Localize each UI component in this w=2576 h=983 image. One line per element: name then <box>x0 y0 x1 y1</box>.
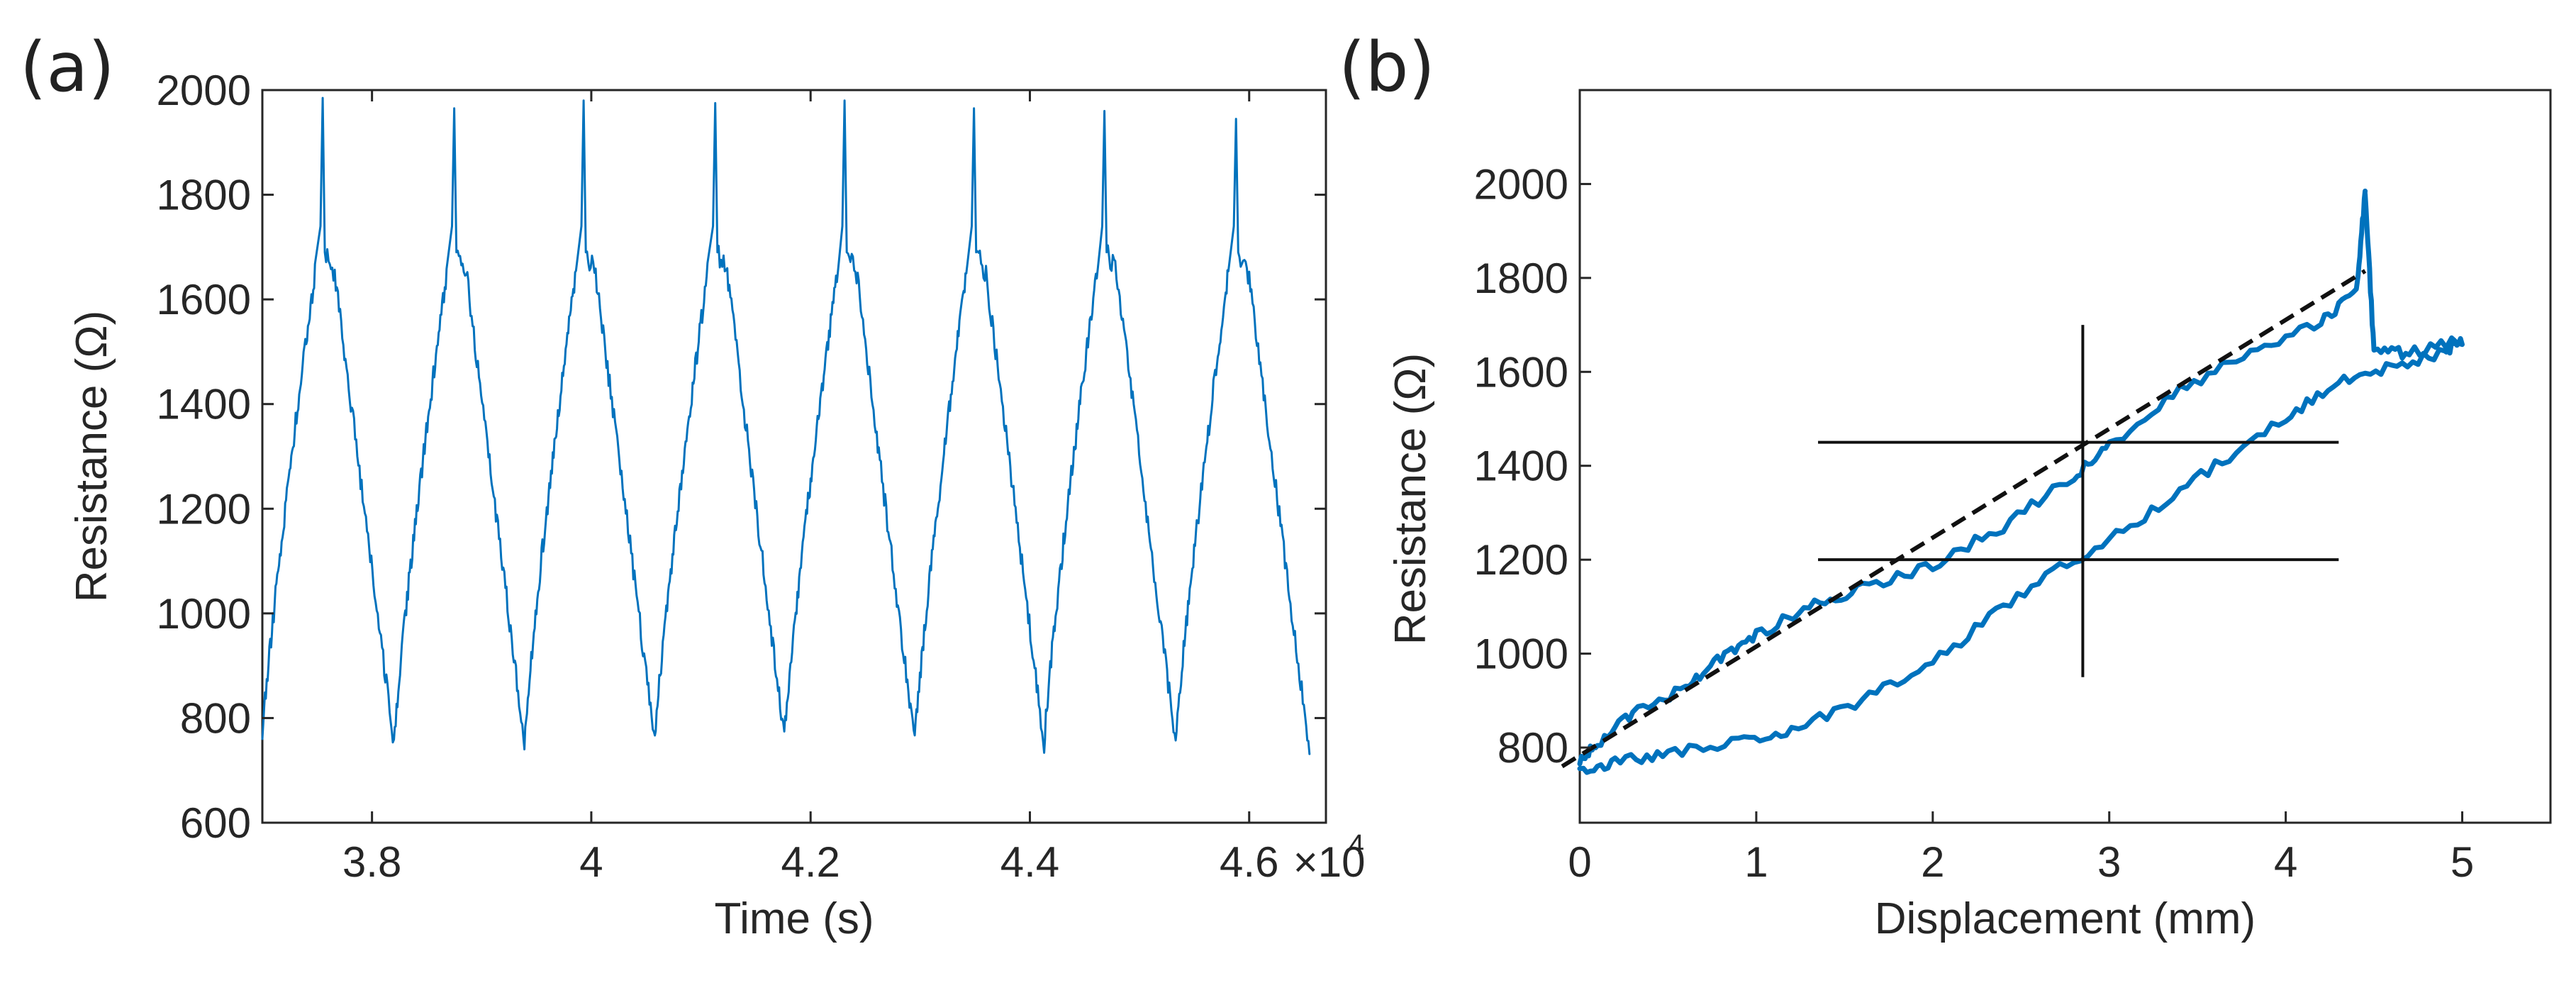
panel-a-x-tick-label: 3.8 <box>342 838 401 886</box>
panel-b-y-tick-label: 800 <box>1498 724 1568 772</box>
panel-a-y-tick-label: 1400 <box>157 381 251 428</box>
panel-a-y-tick-label: 1800 <box>157 172 251 219</box>
panel-b-x-ticks: 0 1 2 3 4 5 <box>1568 811 2474 886</box>
panel-b-y-tick-label: 1400 <box>1474 443 1568 490</box>
panel-b-x-tick-label: 2 <box>1921 838 1944 886</box>
panel-a-axes-frame <box>261 89 1327 824</box>
panel-a-x-exponent-multiplier: ×10 <box>1293 838 1366 886</box>
panel-a-y-axis-label: Resistance (Ω) <box>67 311 116 603</box>
panel-b-x-tick-label: 4 <box>2274 838 2297 886</box>
panel-a-x-ticks: 3.8 4 4.2 4.4 4.6 <box>342 90 1278 886</box>
panel-b-y-tick-label: 1200 <box>1474 536 1568 584</box>
panel-a-y-tick-label: 1000 <box>157 590 251 638</box>
panel-b-x-tick-label: 3 <box>2097 838 2121 886</box>
panel-b-linear-fit-line <box>1561 269 2367 769</box>
panel-a-y-tick-label: 1200 <box>157 485 251 533</box>
panel-a-y-tick-label: 600 <box>180 799 251 847</box>
panel-b-x-tick-label: 5 <box>2450 838 2474 886</box>
panel-b-chart: 0 1 2 3 4 5 800 1000 1200 1400 1600 1800 2000 Displ… <box>1386 89 2552 943</box>
panel-b-y-tick-label: 1000 <box>1474 631 1568 678</box>
panel-b-x-axis-label: Displacement (mm) <box>1875 894 2256 943</box>
panel-a-y-tick-label: 1600 <box>157 276 251 323</box>
panel-a-y-tick-label: 2000 <box>157 67 251 114</box>
panel-b-axes-frame <box>1578 89 2552 824</box>
panel-b-y-axis-label: Resistance (Ω) <box>1386 353 1435 645</box>
panel-a-chart: 3.8 4 4.2 4.4 4.6 600 800 1000 1200 1400 1600 1800… <box>67 67 1366 943</box>
panel-b-x-tick-label: 1 <box>1744 838 1768 886</box>
panel-b-unloading-curve <box>1577 191 2465 775</box>
panel-a-x-tick-label: 4.6 <box>1220 838 1278 886</box>
panel-a-x-tick-label: 4.4 <box>1000 838 1059 886</box>
panel-b-x-tick-label: 0 <box>1568 838 1591 886</box>
panel-a-y-ticks: 600 800 1000 1200 1400 1600 1800 2000 <box>157 67 1326 847</box>
panel-b-y-tick-label: 1800 <box>1474 255 1568 302</box>
panel-a-x-exponent-power: 4 <box>1349 829 1364 860</box>
panel-b-y-ticks: 800 1000 1200 1400 1600 1800 2000 <box>1474 160 1591 772</box>
panel-b-label: (b) <box>1339 28 1435 107</box>
panel-a-x-tick-label: 4.2 <box>781 838 840 886</box>
panel-a-label: (a) <box>20 28 115 107</box>
panel-b-y-tick-label: 1600 <box>1474 348 1568 396</box>
panel-a-x-tick-label: 4 <box>579 838 603 886</box>
panel-a-x-axis-label: Time (s) <box>715 894 874 943</box>
panel-a-resistance-line <box>261 96 1311 755</box>
panel-b-loading-curve <box>1577 188 2368 767</box>
panel-b-y-tick-label: 2000 <box>1474 160 1568 208</box>
panel-a-y-tick-label: 800 <box>180 694 251 742</box>
